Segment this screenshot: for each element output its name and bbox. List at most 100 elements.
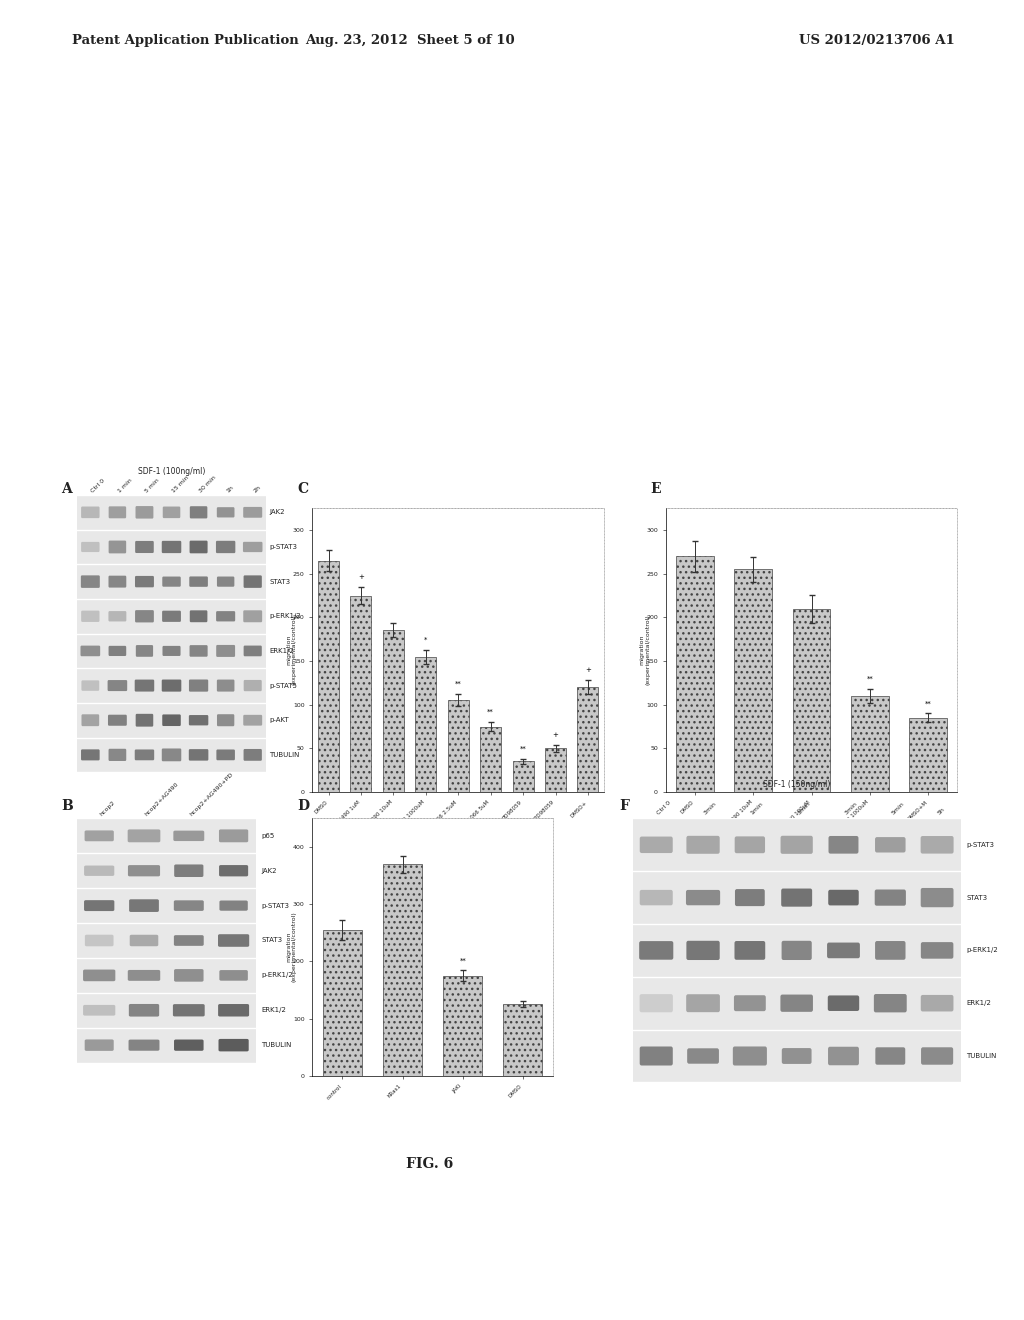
FancyBboxPatch shape [109,645,126,656]
FancyBboxPatch shape [135,610,154,623]
FancyBboxPatch shape [162,541,181,553]
FancyBboxPatch shape [189,541,208,553]
FancyBboxPatch shape [217,680,234,692]
FancyBboxPatch shape [219,900,248,911]
Text: 5h: 5h [937,807,946,816]
FancyBboxPatch shape [640,994,673,1012]
FancyBboxPatch shape [874,890,906,906]
Text: p-AKT: p-AKT [269,717,289,723]
Text: 5min: 5min [890,801,905,816]
Bar [77,958,256,993]
Bar [447,701,469,792]
FancyBboxPatch shape [734,837,765,853]
FancyBboxPatch shape [163,645,180,656]
Bar [676,556,714,792]
FancyBboxPatch shape [162,680,181,692]
FancyBboxPatch shape [128,970,160,981]
FancyBboxPatch shape [921,995,953,1011]
Text: p-ERK1/2: p-ERK1/2 [966,948,997,953]
FancyBboxPatch shape [189,577,208,587]
FancyBboxPatch shape [109,611,126,622]
FancyBboxPatch shape [921,888,953,907]
Text: Aug. 23, 2012  Sheet 5 of 10: Aug. 23, 2012 Sheet 5 of 10 [305,34,514,48]
FancyBboxPatch shape [129,1040,160,1051]
FancyBboxPatch shape [189,680,208,692]
Bar [77,888,256,923]
FancyBboxPatch shape [81,507,99,519]
FancyBboxPatch shape [81,576,99,587]
FancyBboxPatch shape [219,970,248,981]
FancyBboxPatch shape [162,714,181,726]
Bar [851,696,889,792]
Bar [77,634,266,668]
Text: **: ** [455,681,462,688]
Text: 3min: 3min [703,801,718,816]
FancyBboxPatch shape [189,506,207,519]
FancyBboxPatch shape [83,970,116,981]
Text: **: ** [866,676,873,682]
Text: 30 min: 30 min [199,474,217,494]
Text: 1min: 1min [750,801,765,816]
Text: TUBULIN: TUBULIN [269,752,300,758]
FancyBboxPatch shape [921,942,953,958]
Bar [416,656,436,792]
Text: TUBULIN: TUBULIN [261,1043,292,1048]
Bar [513,762,534,792]
FancyBboxPatch shape [83,1005,116,1015]
FancyBboxPatch shape [135,680,155,692]
Text: E: E [650,482,660,496]
Bar [633,1030,961,1082]
Bar [443,975,482,1076]
FancyBboxPatch shape [876,1047,905,1065]
Bar [633,977,961,1030]
FancyBboxPatch shape [640,837,673,853]
Text: **: ** [925,701,932,706]
Text: D: D [297,799,309,813]
FancyBboxPatch shape [135,576,154,587]
Bar [77,599,266,634]
FancyBboxPatch shape [84,866,115,876]
FancyBboxPatch shape [216,645,236,657]
Text: p-STAT5: p-STAT5 [269,682,297,689]
FancyBboxPatch shape [188,715,208,726]
Text: STAT3: STAT3 [261,937,283,944]
FancyBboxPatch shape [84,900,115,911]
Bar [77,529,266,565]
FancyBboxPatch shape [781,1048,812,1064]
FancyBboxPatch shape [218,1039,249,1052]
FancyBboxPatch shape [216,611,236,622]
FancyBboxPatch shape [876,837,905,853]
FancyBboxPatch shape [129,1005,159,1016]
Text: Ctrl 0: Ctrl 0 [90,478,105,494]
Text: Ctrl 0: Ctrl 0 [656,800,672,816]
Bar [77,853,256,888]
Text: B: B [61,799,73,813]
FancyBboxPatch shape [162,577,181,586]
Bar [633,871,961,924]
FancyBboxPatch shape [217,714,234,726]
Text: hcop2+AG490: hcop2+AG490 [144,781,179,817]
FancyBboxPatch shape [163,507,180,519]
Y-axis label: migration
(experimental/control): migration (experimental/control) [286,912,297,982]
FancyBboxPatch shape [781,888,812,907]
Text: p-ERK1/2: p-ERK1/2 [261,973,293,978]
FancyBboxPatch shape [109,507,126,519]
FancyBboxPatch shape [82,680,99,690]
FancyBboxPatch shape [218,935,249,946]
FancyBboxPatch shape [640,1047,673,1065]
Bar [323,929,361,1076]
Text: JAK2: JAK2 [269,510,285,515]
Y-axis label: migration
(experimental/control): migration (experimental/control) [639,615,650,685]
Text: 5 min: 5 min [144,478,161,494]
Text: +: + [553,731,558,738]
Text: A: A [61,482,72,496]
FancyBboxPatch shape [109,541,126,553]
FancyBboxPatch shape [128,865,160,876]
FancyBboxPatch shape [686,941,720,960]
Text: ERK1/2: ERK1/2 [966,1001,991,1006]
Bar [504,1005,543,1076]
Text: SDF-1 (100ng/ml): SDF-1 (100ng/ml) [138,467,205,477]
FancyBboxPatch shape [827,995,859,1011]
FancyBboxPatch shape [85,935,114,946]
Bar [318,561,339,792]
